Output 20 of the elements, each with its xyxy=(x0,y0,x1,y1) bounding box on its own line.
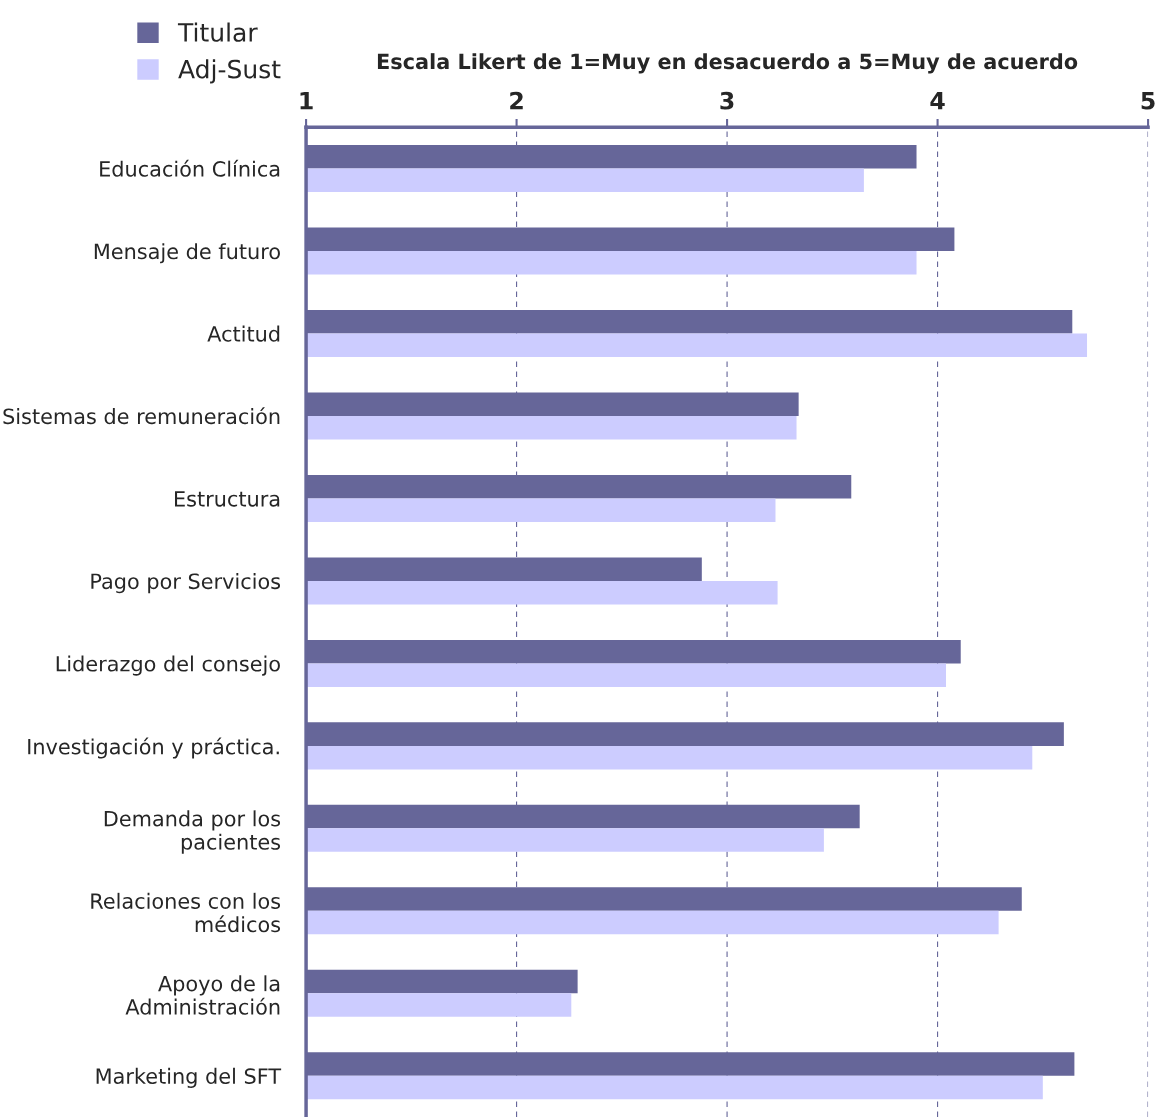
y-tick-label: Mensaje de futuro xyxy=(94,243,280,264)
y-tick-label: Sistemas de remuneración xyxy=(3,407,280,425)
legend-label: Adj-Sust xyxy=(178,59,281,84)
y-tick-label: Educación Clínica xyxy=(100,159,280,177)
legend-label: Titular xyxy=(177,22,258,42)
x-tick-label: 2 xyxy=(510,91,523,110)
y-tick-label: Marketing del SFT xyxy=(96,1067,282,1089)
y-tick-label: Demanda por los pacientes xyxy=(104,810,281,854)
chart-title: Escala Likert de 1=Muy en desacuerdo a 5=Muy de acuerdo xyxy=(377,53,1078,74)
y-tick-label: Pago por Servicios xyxy=(91,573,281,594)
x-tick-label: 5 xyxy=(1141,92,1155,110)
y-tick-label: Apoyo de la Administración xyxy=(125,975,280,1015)
x-tick-label: 3 xyxy=(720,91,734,110)
x-tick-label: 4 xyxy=(930,92,945,110)
y-tick-label: Relaciones con los médicos xyxy=(91,892,281,933)
y-tick-label: Investigación y práctica. xyxy=(28,737,279,759)
y-tick-label: Estructura xyxy=(175,491,280,507)
y-tick-label: Liderazgo del consejo xyxy=(56,655,280,676)
y-tick-label: Actitud xyxy=(207,325,280,342)
x-tick-label: 1 xyxy=(300,92,313,110)
